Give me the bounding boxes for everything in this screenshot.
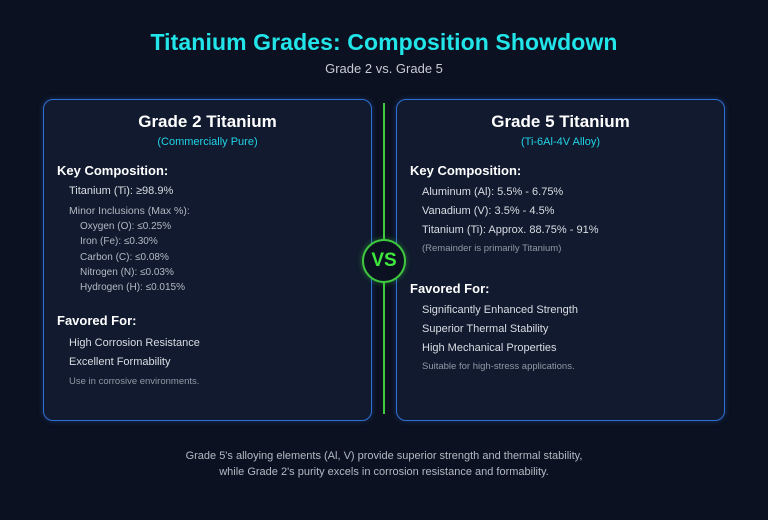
vs-label: VS (371, 250, 397, 271)
grade5-title: Grade 5 Titanium (491, 112, 630, 131)
grade5-favored-note: Suitable for high-stress applications. (422, 361, 575, 372)
grade5-favored-item: High Mechanical Properties (422, 342, 557, 354)
minor-item-carbon: Carbon (C): ≤0.08% (80, 252, 169, 263)
grade5-subtitle: (Ti-6Al-4V Alloy) (520, 136, 601, 148)
composition-item-vanadium: Vanadium (V): 3.5% - 4.5% (422, 205, 555, 217)
summary-footer: Grade 5's alloying elements (Al, V) prov… (0, 448, 768, 480)
grade5-composition-heading: Key Composition: (410, 163, 522, 178)
grade5-composition-note: (Remainder is primarily Titanium) (422, 243, 562, 254)
composition-item-titanium: Titanium (Ti): Approx. 88.75% - 91% (422, 224, 599, 236)
grade2-composition-heading: Key Composition: (57, 163, 169, 178)
minor-item-oxygen: Oxygen (O): ≤0.25% (80, 221, 172, 232)
page-subtitle: Grade 2 vs. Grade 5 (325, 61, 443, 76)
grade2-minor-heading: Minor Inclusions (Max %): (69, 205, 190, 217)
minor-item-iron: Iron (Fe): ≤0.30% (80, 236, 158, 247)
vs-badge: VS (362, 239, 406, 283)
grade2-favored-heading: Favored For: (57, 313, 137, 328)
grade2-subtitle: (Commercially Pure) (157, 136, 258, 148)
grade2-title: Grade 2 Titanium (138, 112, 277, 131)
grade5-favored-item: Significantly Enhanced Strength (422, 304, 578, 316)
grade5-card: Grade 5 Titanium (Ti-6Al-4V Alloy) Key C… (396, 99, 725, 421)
page-title: Titanium Grades: Composition Showdown (150, 29, 618, 55)
grade5-favored-item: Superior Thermal Stability (422, 323, 549, 335)
grade2-favored-item: Excellent Formability (69, 356, 171, 368)
footer-line-2: while Grade 2's purity excels in corrosi… (219, 466, 549, 478)
footer-line-1: Grade 5's alloying elements (Al, V) prov… (185, 450, 583, 462)
minor-item-nitrogen: Nitrogen (N): ≤0.03% (80, 267, 174, 278)
grade2-favored-note: Use in corrosive environments. (69, 376, 200, 387)
grade2-favored-item: High Corrosion Resistance (69, 337, 200, 349)
composition-item-aluminum: Aluminum (Al): 5.5% - 6.75% (422, 186, 564, 198)
minor-item-hydrogen: Hydrogen (H): ≤0.015% (80, 282, 185, 293)
grade5-favored-heading: Favored For: (410, 281, 490, 296)
grade2-card: Grade 2 Titanium (Commercially Pure) Key… (43, 99, 372, 421)
grade2-titanium-item: Titanium (Ti): ≥98.9% (69, 185, 174, 197)
